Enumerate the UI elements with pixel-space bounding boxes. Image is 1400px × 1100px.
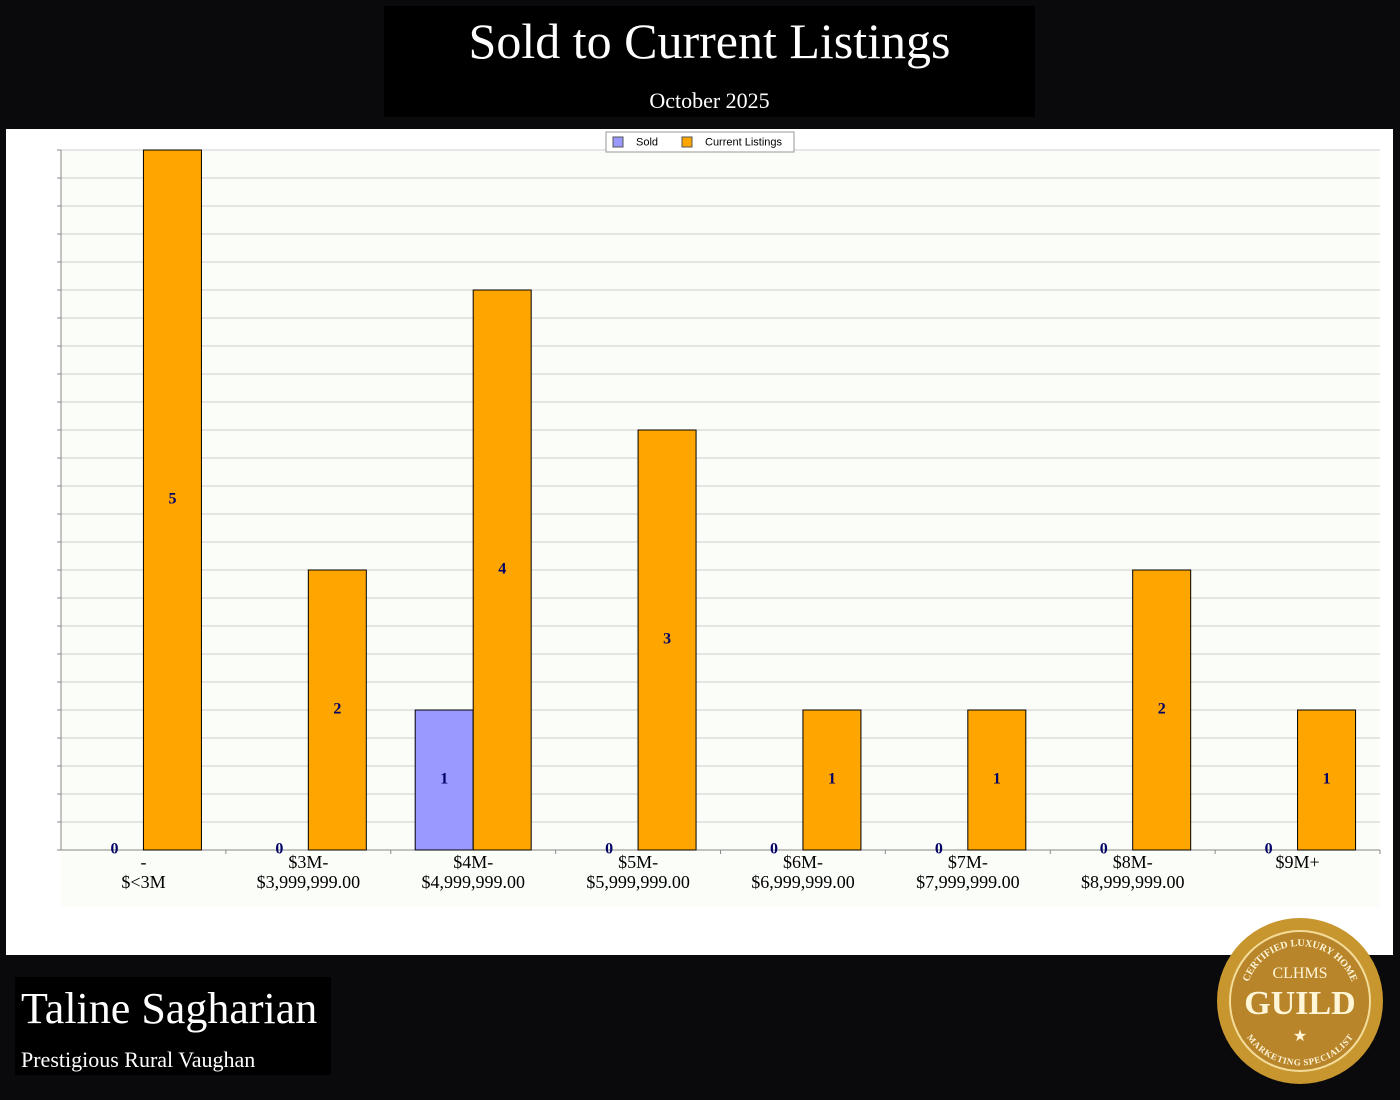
chart-panel: 0 5 0 2 1 4 0 3 0 1 0 1 0 2 0 1 Sold Current Listings - $… — [6, 129, 1393, 955]
agent-box: Taline Sagharian Prestigious Rural Vaugh… — [15, 977, 331, 1075]
bar — [414, 709, 474, 851]
bar — [307, 569, 367, 851]
value-label: 1 — [993, 771, 1001, 788]
x-tick-label: - $<3M — [121, 852, 166, 892]
x-tick-label: $7M- $7,999,999.00 — [916, 852, 1020, 892]
badge-main: GUILD — [1244, 985, 1355, 1022]
value-label: 2 — [1158, 701, 1166, 718]
value-label: 0 — [1100, 841, 1108, 858]
value-label: 4 — [498, 561, 506, 578]
legend-swatch — [681, 136, 693, 148]
chart: 0 5 0 2 1 4 0 3 0 1 0 1 0 2 0 1 Sold Current Listings — [57, 131, 1381, 907]
bar — [142, 149, 202, 851]
legend-box — [605, 131, 795, 153]
agent-name: Taline Sagharian — [21, 984, 318, 1033]
value-label: 0 — [935, 841, 943, 858]
bar — [802, 709, 862, 851]
value-label: 2 — [333, 701, 341, 718]
legend-label: Current Listings — [705, 136, 783, 148]
value-label: 0 — [110, 841, 118, 858]
value-label: 1 — [828, 771, 836, 788]
legend: Sold Current Listings — [605, 131, 795, 153]
value-label: 5 — [168, 491, 176, 508]
value-label: 0 — [605, 841, 613, 858]
agent-area: Prestigious Rural Vaughan — [21, 1047, 256, 1072]
x-tick-label: $6M- $6,999,999.00 — [751, 852, 855, 892]
value-label: 0 — [275, 841, 283, 858]
title-box: Sold to Current Listings October 2025 — [384, 6, 1035, 117]
badge: CERTIFIED LUXURY HOME CLHMS GUILD ★ MARK… — [1217, 918, 1383, 1084]
legend-label: Sold — [636, 136, 658, 148]
x-tick-label: $9M+ — [1275, 852, 1320, 872]
value-label: 0 — [770, 841, 778, 858]
chart-title: Sold to Current Listings — [468, 13, 951, 69]
badge-face — [1229, 930, 1371, 1072]
x-tick-label: $8M- $8,999,999.00 — [1081, 852, 1185, 892]
bar — [1132, 569, 1192, 851]
value-label: 1 — [1323, 771, 1331, 788]
x-tick-label: $3M- $3,999,999.00 — [256, 852, 361, 892]
badge-mid: CLHMS — [1272, 965, 1327, 982]
bar — [472, 289, 532, 851]
bar — [1297, 709, 1357, 851]
bar — [967, 709, 1027, 851]
badge-star: ★ — [1293, 1028, 1307, 1045]
value-label: 1 — [440, 771, 448, 788]
x-tick-label: $4M- $4,999,999.00 — [421, 852, 526, 892]
bar — [637, 429, 697, 851]
chart-subtitle: October 2025 — [649, 88, 770, 113]
value-label: 3 — [663, 631, 671, 648]
value-label: 0 — [1265, 841, 1273, 858]
legend-swatch — [612, 136, 624, 148]
x-tick-label: $5M- $5,999,999.00 — [586, 852, 690, 892]
